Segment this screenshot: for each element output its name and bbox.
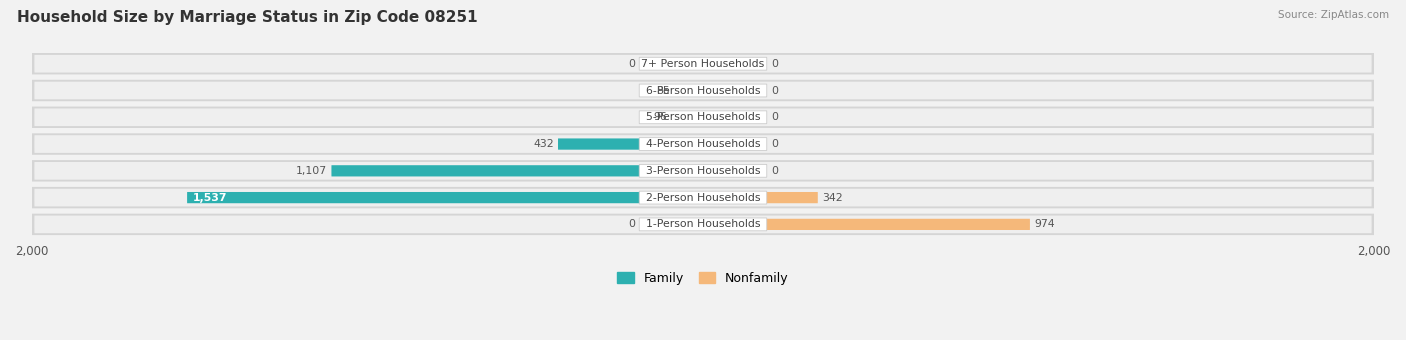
FancyBboxPatch shape xyxy=(34,108,1372,126)
Text: 1-Person Households: 1-Person Households xyxy=(645,219,761,230)
Text: Source: ZipAtlas.com: Source: ZipAtlas.com xyxy=(1278,10,1389,20)
FancyBboxPatch shape xyxy=(32,53,1374,74)
FancyBboxPatch shape xyxy=(640,165,766,177)
FancyBboxPatch shape xyxy=(32,80,1374,101)
FancyBboxPatch shape xyxy=(32,160,1374,182)
FancyBboxPatch shape xyxy=(187,192,703,203)
FancyBboxPatch shape xyxy=(32,133,1374,155)
Legend: Family, Nonfamily: Family, Nonfamily xyxy=(612,267,794,290)
Text: 0: 0 xyxy=(628,219,636,230)
Text: 974: 974 xyxy=(1033,219,1054,230)
FancyBboxPatch shape xyxy=(675,85,703,96)
FancyBboxPatch shape xyxy=(34,162,1372,180)
FancyBboxPatch shape xyxy=(640,218,766,231)
FancyBboxPatch shape xyxy=(703,192,818,203)
Text: 0: 0 xyxy=(770,85,778,96)
Text: 1,537: 1,537 xyxy=(193,192,228,203)
FancyBboxPatch shape xyxy=(671,112,703,123)
Text: 3-Person Households: 3-Person Households xyxy=(645,166,761,176)
FancyBboxPatch shape xyxy=(640,138,766,151)
FancyBboxPatch shape xyxy=(558,138,703,150)
Text: 0: 0 xyxy=(628,59,636,69)
Text: 6-Person Households: 6-Person Households xyxy=(645,85,761,96)
Text: 85: 85 xyxy=(657,85,671,96)
FancyBboxPatch shape xyxy=(32,214,1374,235)
FancyBboxPatch shape xyxy=(703,219,1031,230)
Text: 7+ Person Households: 7+ Person Households xyxy=(641,59,765,69)
Text: 4-Person Households: 4-Person Households xyxy=(645,139,761,149)
FancyBboxPatch shape xyxy=(640,111,766,124)
Text: 1,107: 1,107 xyxy=(297,166,328,176)
FancyBboxPatch shape xyxy=(32,187,1374,208)
FancyBboxPatch shape xyxy=(640,191,766,204)
Text: 432: 432 xyxy=(533,139,554,149)
Text: Household Size by Marriage Status in Zip Code 08251: Household Size by Marriage Status in Zip… xyxy=(17,10,478,25)
Text: 2-Person Households: 2-Person Households xyxy=(645,192,761,203)
FancyBboxPatch shape xyxy=(34,82,1372,99)
Text: 342: 342 xyxy=(823,192,842,203)
Text: 96: 96 xyxy=(652,112,666,122)
FancyBboxPatch shape xyxy=(34,135,1372,153)
Text: 0: 0 xyxy=(770,112,778,122)
FancyBboxPatch shape xyxy=(332,165,703,176)
Text: 0: 0 xyxy=(770,59,778,69)
FancyBboxPatch shape xyxy=(34,189,1372,206)
FancyBboxPatch shape xyxy=(640,84,766,97)
Text: 0: 0 xyxy=(770,139,778,149)
FancyBboxPatch shape xyxy=(32,106,1374,128)
Text: 5-Person Households: 5-Person Households xyxy=(645,112,761,122)
FancyBboxPatch shape xyxy=(34,216,1372,233)
FancyBboxPatch shape xyxy=(34,55,1372,72)
Text: 0: 0 xyxy=(770,166,778,176)
FancyBboxPatch shape xyxy=(640,57,766,70)
